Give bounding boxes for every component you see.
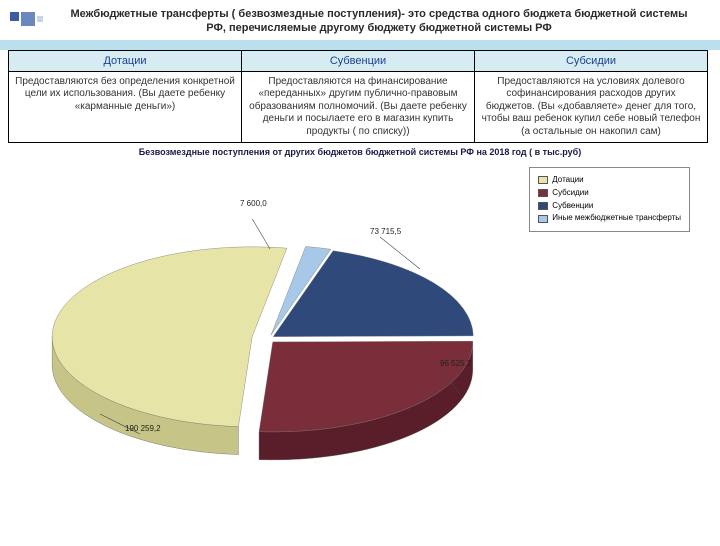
definitions-table: Дотации Субвенции Субсидии Предоставляют…: [8, 50, 708, 144]
page-title: Межбюджетные трансферты ( безвозмездные …: [0, 6, 720, 50]
pie-svg: [40, 219, 560, 469]
legend-swatch-0: [538, 176, 548, 184]
cell-dotacii: Предоставляются без определения конкретн…: [9, 71, 242, 143]
col-header-subsidii: Субсидии: [475, 50, 708, 71]
data-label-2: 73 715,5: [370, 227, 401, 236]
data-label-0: 190 259,2: [125, 424, 161, 433]
legend-label-2: Субвенции: [552, 200, 593, 213]
legend-label-0: Дотации: [552, 174, 583, 187]
chart-title: Безвозмездные поступления от других бюдж…: [0, 147, 720, 157]
col-header-dotacii: Дотации: [9, 50, 242, 71]
cell-subvencii: Предоставляются на финансирование «перед…: [242, 71, 475, 143]
legend-swatch-1: [538, 189, 548, 197]
corner-decoration: [10, 12, 54, 26]
pie-chart: Дотации Субсидии Субвенции Иные межбюдже…: [0, 159, 720, 489]
legend-label-1: Субсидии: [552, 187, 588, 200]
col-header-subvencii: Субвенции: [242, 50, 475, 71]
data-label-1: 96 525,2: [440, 359, 471, 368]
cell-subsidii: Предоставляются на условиях долевого соф…: [475, 71, 708, 143]
legend-swatch-2: [538, 202, 548, 210]
data-label-3: 7 600,0: [240, 199, 267, 208]
legend-label-3: Иные межбюджетные трансферты: [552, 212, 681, 225]
